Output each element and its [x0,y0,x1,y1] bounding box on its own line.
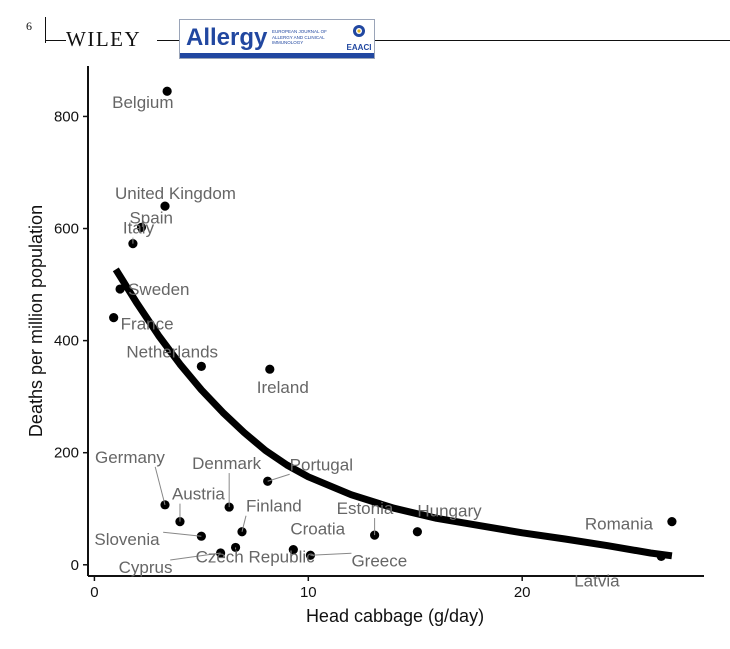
data-label-croatia: Croatia [290,520,345,539]
data-label-germany: Germany [95,448,165,467]
page-number: 6 [26,19,32,33]
eaaci-logo-icon: EAACI [347,25,372,52]
data-label-hungary: Hungary [417,502,482,521]
y-tick-label: 0 [71,557,79,574]
journal-subtitle: EUROPEAN JOURNAL OF ALLERGY AND CLINICAL… [272,29,327,45]
data-point-netherlands [196,361,206,371]
y-tick-label: 800 [54,108,79,125]
data-point-latvia [656,551,666,561]
data-label-greece: Greece [351,551,407,570]
data-label-finland: Finland [246,497,302,516]
journal-name: Allergy [186,24,268,51]
leader-line-finland [241,515,247,532]
journal-logo-strip [180,53,374,58]
publisher-logo: WILEY [66,27,142,51]
x-axis-label: Head cabbage (g/day) [306,606,484,626]
leader-line-greece [310,552,352,556]
data-point-romania [667,517,677,527]
chart-axes: 0 200 400 600 800 0 10 20 [54,66,704,601]
data-label-ireland: Ireland [257,378,309,397]
eaaci-logo-text: EAACI [347,43,372,52]
data-point-greece [305,550,316,560]
data-label-united-kingdom: United Kingdom [115,184,236,203]
page-number-divider [45,17,46,43]
y-tick-label: 600 [54,221,79,238]
y-tick-label: 200 [54,445,79,462]
data-label-italy: Italy [123,219,155,238]
data-point-ireland [265,364,275,374]
data-label-denmark: Denmark [192,454,261,473]
data-point-france [109,313,119,323]
data-point-sweden [115,284,125,294]
journal-logo: Allergy EUROPEAN JOURNAL OF ALLERGY AND … [179,19,375,59]
data-label-portugal: Portugal [290,455,353,474]
data-point-united-kingdom [160,201,170,211]
y-tick-label: 400 [54,333,79,350]
leader-line-cyprus [170,552,221,561]
data-point-austria [175,517,185,527]
data-label-netherlands: Netherlands [126,342,218,361]
leader-line-slovenia [163,531,202,537]
data-label-spain: Spain [129,208,172,227]
y-axis-label: Deaths per million population [26,205,46,437]
x-tick-label: 20 [514,584,531,601]
data-label-estonia: Estonia [337,499,394,518]
data-point-slovenia [196,531,206,541]
data-label-sweden: Sweden [128,280,189,299]
data-label-austria: Austria [172,485,225,504]
data-point-croatia [288,545,298,555]
leader-line-portugal [267,473,290,482]
data-label-slovenia: Slovenia [94,530,160,549]
data-point-belgium [162,86,172,96]
data-label-latvia: Latvia [574,571,620,590]
data-label-romania: Romania [585,515,654,534]
header-rule-right [375,40,730,41]
fit-curve-layer [112,267,673,560]
data-point-hungary [412,527,422,537]
data-points-layer [109,86,677,561]
data-point-spain [136,222,147,233]
journal-header: 6 WILEY Allergy EUROPEAN JOURNAL OF ALLE… [0,0,730,64]
data-label-france: France [121,315,174,334]
x-tick-label: 0 [90,584,98,601]
data-label-czech-republic: Czech Republic [196,547,316,566]
x-tick-label: 10 [300,584,317,601]
data-label-cyprus: Cyprus [119,558,173,577]
header-rule-left [45,40,66,41]
fit-curve [112,267,673,560]
header-rule-mid [157,40,179,41]
data-point-finland [237,527,247,537]
data-label-belgium: Belgium [112,93,173,112]
leader-line-germany [154,466,166,505]
